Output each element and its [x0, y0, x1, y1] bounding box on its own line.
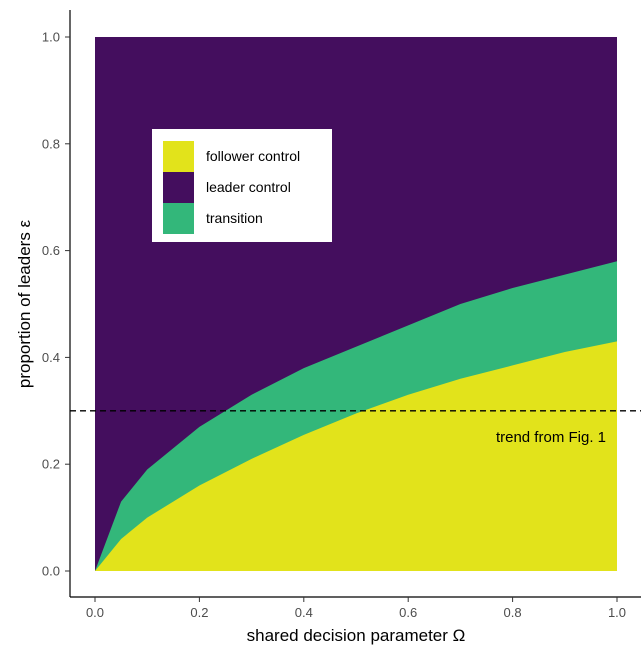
legend-label: transition [206, 210, 263, 226]
x-axis-title: shared decision parameter Ω [247, 626, 466, 645]
x-tick-label: 1.0 [608, 605, 626, 620]
y-tick-label: 0.8 [42, 136, 60, 151]
legend: follower control leader control transition [152, 129, 332, 242]
x-tick-label: 0.2 [190, 605, 208, 620]
x-tick-label: 0.8 [504, 605, 522, 620]
y-tick-label: 0.0 [42, 564, 60, 579]
y-tick-label: 0.4 [42, 350, 60, 365]
legend-label: leader control [206, 179, 291, 195]
y-axis-title: proportion of leaders ε [15, 219, 34, 388]
legend-swatch [163, 203, 194, 234]
x-tick-label: 0.0 [86, 605, 104, 620]
x-tick-label: 0.6 [399, 605, 417, 620]
legend-swatch [163, 172, 194, 203]
y-tick-label: 1.0 [42, 30, 60, 45]
region-follower-control [95, 341, 617, 571]
y-tick-label: 0.2 [42, 457, 60, 472]
regions-layer [95, 37, 617, 571]
x-tick-label: 0.4 [295, 605, 313, 620]
legend-label: follower control [206, 148, 300, 164]
reference-line-label: trend from Fig. 1 [496, 429, 606, 446]
y-tick-label: 0.6 [42, 243, 60, 258]
legend-swatch [163, 141, 194, 172]
axes-layer: 0.0 0.2 0.4 0.6 0.8 1.0 0.0 0.2 0.4 0.6 0.8 1.0 [42, 10, 641, 620]
